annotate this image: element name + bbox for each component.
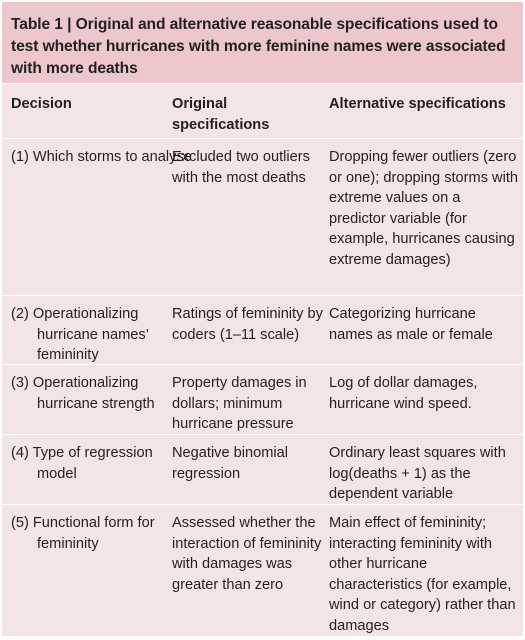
original-cell: Excluded two outliers with the most deat… (172, 149, 310, 186)
table-row: (1) Which storms to analyse Excluded two… (2, 139, 523, 296)
alternative-cell: Dropping fewer outliers (zero or one); d… (329, 149, 518, 268)
alternative-cell: Categorizing hurricane names as male or … (329, 306, 493, 343)
original-cell: Ratings of femininity by coders (1–11 sc… (172, 306, 323, 343)
decision-cell: (2) Operationalizing hurricane names’ fe… (11, 306, 149, 364)
decision-cell: (5) Functional form for femininity (11, 515, 155, 552)
table-title: Original and alternative reasonable spec… (11, 16, 506, 77)
alternative-cell: Ordinary least squares with log(deaths +… (329, 445, 506, 503)
header-row: Decision Original specifications Alterna… (2, 83, 523, 139)
column-header-alternative: Alternative specifications (329, 96, 506, 112)
alternative-cell: Log of dollar damages, hurricane wind sp… (329, 375, 478, 412)
alternative-cell: Main effect of femininity; interacting f… (329, 515, 516, 634)
original-cell: Property damages in dollars; minimum hur… (172, 375, 307, 433)
decision-cell: (4) Type of regression model (11, 445, 153, 482)
table-row: (3) Operationalizing hurricane strength … (2, 365, 523, 435)
table-row: (4) Type of regression model Negative bi… (2, 435, 523, 505)
column-header-decision: Decision (11, 96, 72, 112)
table-caption: Table 1 | Original and alternative reaso… (2, 2, 523, 83)
table-number: Table 1 | (11, 16, 72, 33)
decision-cell: (3) Operationalizing hurricane strength (11, 375, 155, 412)
table-row: (2) Operationalizing hurricane names’ fe… (2, 296, 523, 365)
decision-cell: (1) Which storms to analyse (11, 149, 192, 165)
original-cell: Negative binomial regression (172, 445, 289, 482)
table-row: (5) Functional form for femininity Asses… (2, 505, 523, 636)
original-cell: Assessed whether the interaction of femi… (172, 515, 322, 593)
column-header-original: Original specifications (172, 96, 270, 133)
